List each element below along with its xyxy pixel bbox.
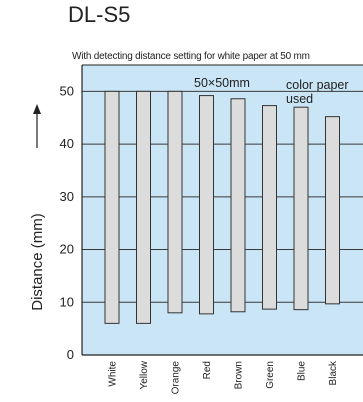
bar-brown (230, 98, 246, 313)
y-tick-labels: 0 10 20 30 40 50 (60, 83, 74, 362)
x-category-label: White (108, 361, 119, 387)
bars (104, 90, 340, 324)
bar-yellow (136, 90, 151, 324)
x-category-label: Brown (234, 361, 245, 389)
bar-green (262, 105, 277, 310)
y-tick-label: 50 (60, 83, 74, 98)
x-category-label: Blue (297, 361, 308, 381)
y-axis-label: Distance (mm) (29, 213, 46, 311)
x-category-label: Orange (171, 361, 182, 395)
x-category-label: Green (265, 361, 276, 389)
annotation-text-line2: used (286, 92, 313, 106)
x-category-label: Black (328, 360, 339, 385)
plot-area (82, 65, 363, 355)
bar-white (104, 90, 120, 324)
arrow-head (33, 104, 41, 114)
x-category-label: Red (202, 361, 213, 379)
bar-blue (293, 106, 309, 311)
chart-title: DL-S5 (68, 2, 131, 27)
y-tick-label: 20 (60, 242, 74, 257)
y-tick-label: 30 (60, 189, 74, 204)
x-category-label: Yellow (139, 360, 150, 389)
y-axis-arrow-icon (33, 104, 41, 148)
x-category-labels: White Yellow Orange Red Brown Green Blue Black (108, 360, 340, 394)
y-tick-label: 0 (67, 347, 74, 362)
y-tick-label: 10 (60, 294, 74, 309)
chart-subtitle: With detecting distance setting for whit… (72, 51, 310, 62)
grid-lines (82, 90, 363, 303)
axes (81, 64, 363, 356)
annotation-size: 50×50mm (194, 76, 250, 90)
bar-red (199, 95, 214, 315)
y-tick-label: 40 (60, 136, 74, 151)
annotation-text-line1: color paper (286, 78, 349, 92)
bar-black (325, 116, 340, 305)
bar-orange (167, 90, 183, 314)
